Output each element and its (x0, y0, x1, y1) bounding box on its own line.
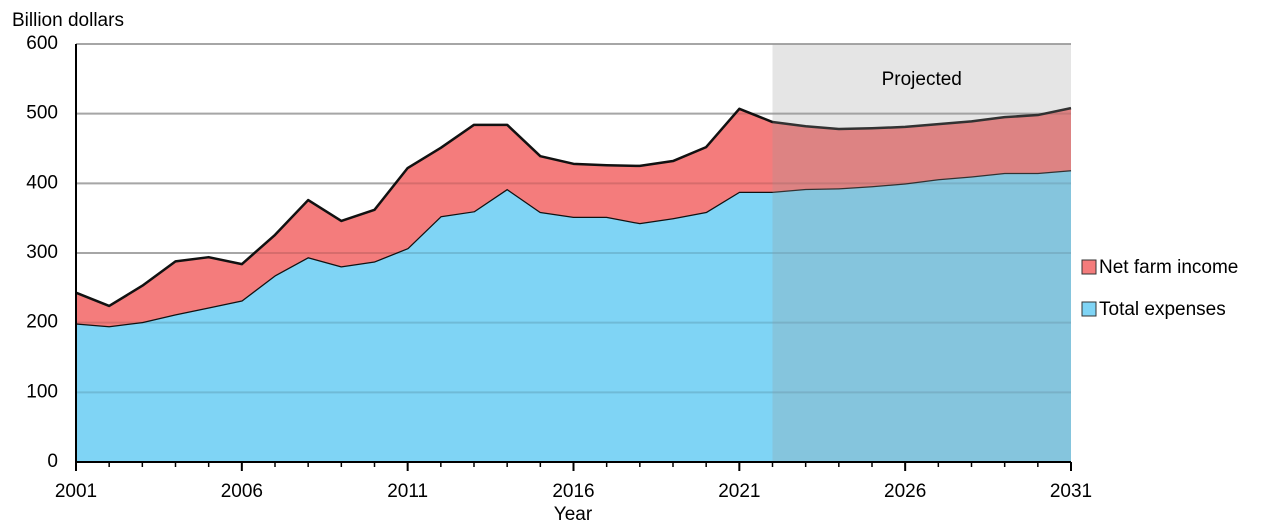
y-tick-label: 200 (26, 312, 58, 333)
area (76, 170, 1071, 462)
area (76, 108, 1071, 327)
y-tick-label: 400 (26, 172, 58, 193)
y-axis-label: Billion dollars (12, 10, 124, 31)
x-tick-label: 2001 (55, 481, 97, 502)
area-outline (75, 106, 1072, 308)
x-tick-label: 2021 (718, 481, 760, 502)
y-tick-label: 0 (47, 451, 58, 472)
y-tick-label: 100 (26, 381, 58, 402)
legend-swatch (1081, 301, 1097, 317)
y-tick-label: 300 (26, 242, 58, 263)
x-tick-label: 2016 (552, 481, 594, 502)
x-axis-label: Year (554, 504, 593, 525)
y-tick-label: 600 (26, 33, 58, 54)
legend-swatch (1081, 259, 1097, 275)
legend-label: Net farm income (1099, 257, 1238, 278)
x-tick-label: 2026 (884, 481, 926, 502)
y-tick-label: 500 (26, 103, 58, 124)
x-tick-label: 2031 (1050, 481, 1092, 502)
x-tick-label: 2011 (387, 481, 428, 502)
x-tick-label: 2006 (221, 481, 263, 502)
projected-label: Projected (882, 69, 962, 90)
legend-label: Total expenses (1099, 299, 1226, 320)
projected-region (772, 44, 1071, 462)
